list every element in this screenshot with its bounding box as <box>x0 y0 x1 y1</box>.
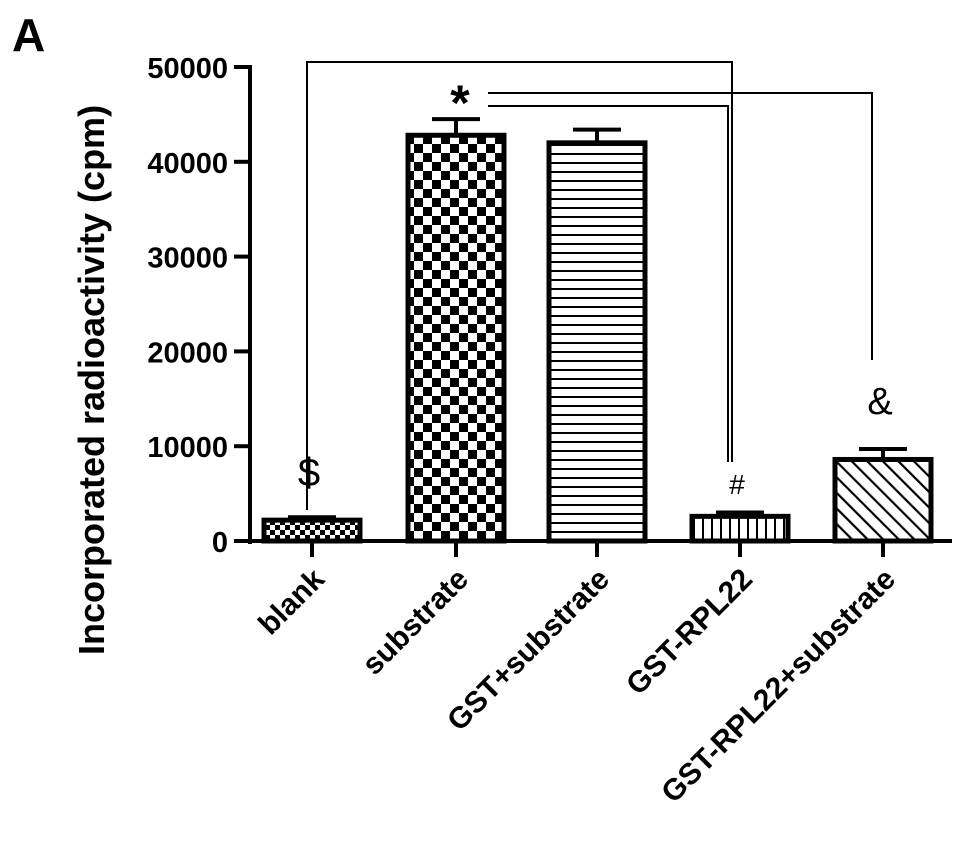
bar-gst-rpl22-substrate <box>832 456 934 544</box>
y-tick-label: 20000 <box>147 337 228 369</box>
bar-gst-rpl22 <box>689 513 791 544</box>
y-tick-label: 40000 <box>147 148 228 180</box>
annotation-label: & <box>867 381 892 423</box>
bars <box>261 117 934 544</box>
bar-blank <box>261 517 363 544</box>
bar-substrate <box>405 132 507 544</box>
panel-label: A <box>12 9 46 61</box>
y-tick-label: 0 <box>212 527 228 559</box>
category-label: GST-RPL22 <box>620 563 759 702</box>
category-label: substrate <box>356 563 475 682</box>
axes: 0 10000 20000 30000 40000 50000 Incorporated r… <box>71 53 952 655</box>
bar-gst-substrate <box>546 140 648 544</box>
significance-star: * <box>450 75 470 131</box>
significance-bracket <box>488 92 873 360</box>
significance-bracket <box>306 61 733 510</box>
significance-bracket <box>488 105 729 462</box>
category-label: blank <box>252 562 331 641</box>
y-axis-label: Incorporated radioactivity (cpm) <box>71 105 112 655</box>
y-tick-label: 10000 <box>147 432 228 464</box>
annotation-label: # <box>729 469 745 500</box>
y-tick-label: 50000 <box>147 53 228 85</box>
annotation-label: $ <box>298 451 320 495</box>
y-tick-label: 30000 <box>147 243 228 275</box>
category-label: GST-RPL22+substrate <box>655 563 902 810</box>
